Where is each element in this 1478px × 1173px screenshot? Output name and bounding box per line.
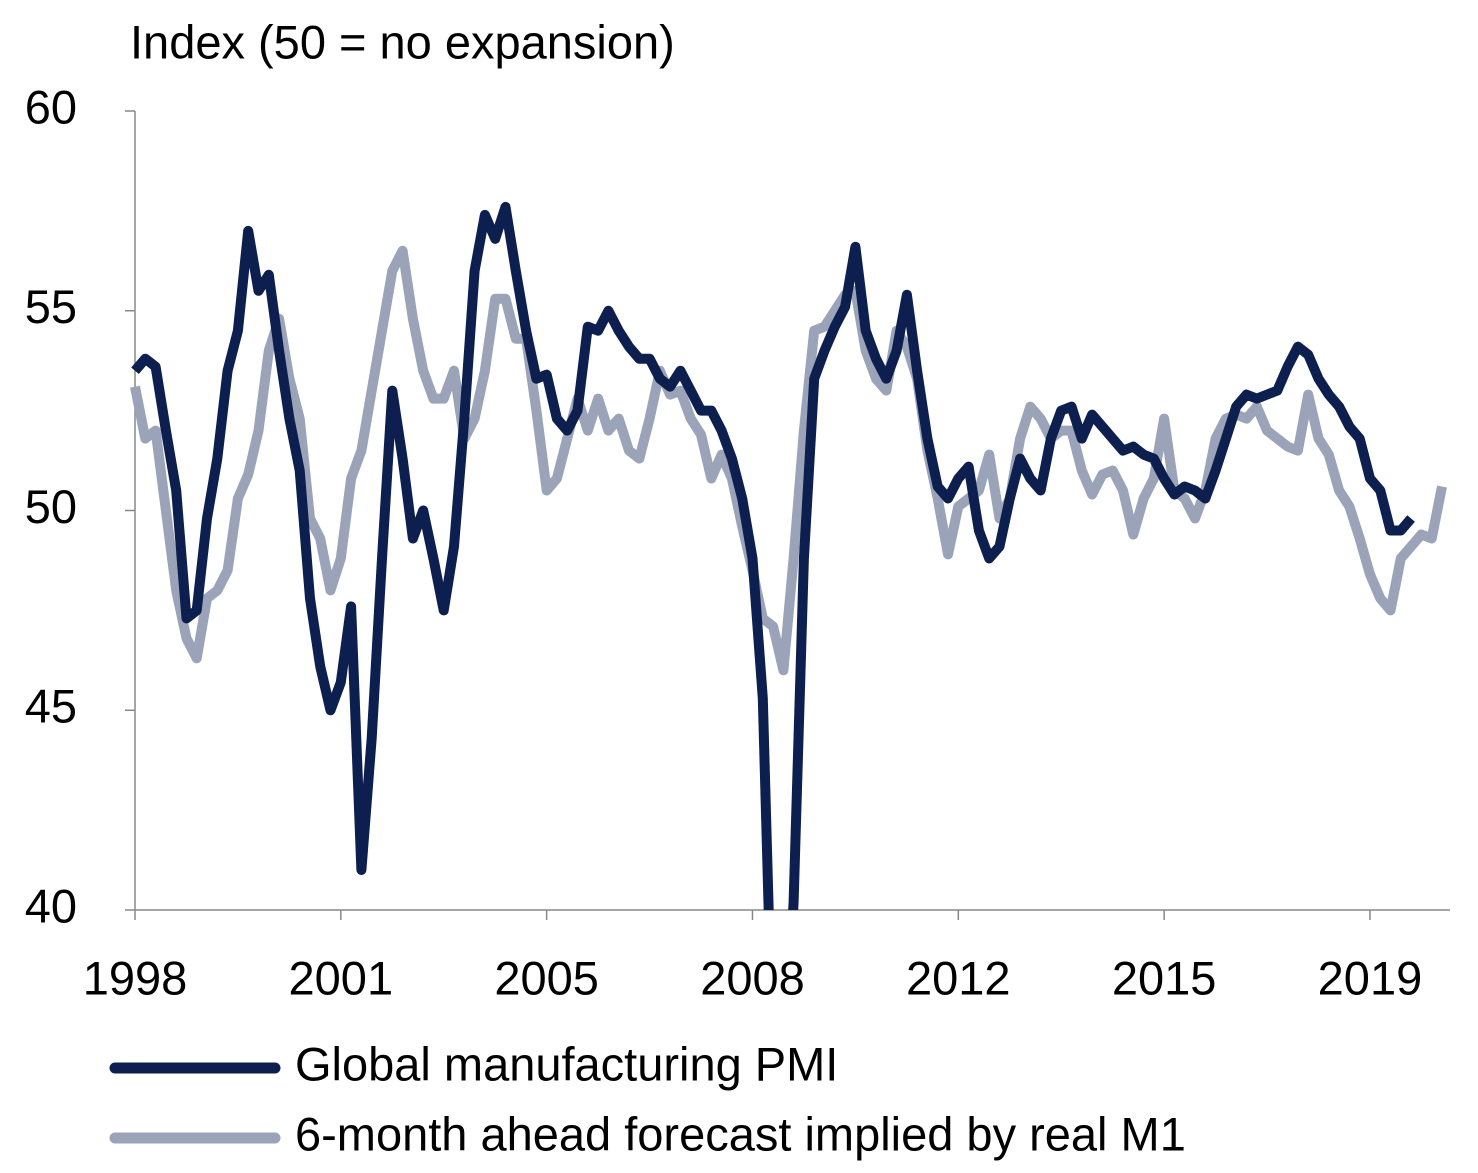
plot-area	[130, 201, 1447, 910]
y-tick-label: 45	[25, 680, 77, 733]
x-tick-label: 2015	[1112, 951, 1217, 1004]
y-tick-label: 50	[25, 480, 77, 533]
y-tick-label: 40	[25, 879, 77, 932]
chart-title: Index (50 = no expansion)	[130, 15, 675, 68]
x-tick-label: 2001	[289, 951, 394, 1004]
x-tick-label: 2012	[906, 951, 1011, 1004]
x-tick-label: 2008	[700, 951, 805, 1004]
legend-label: 6-month ahead forecast implied by real M…	[295, 1107, 1186, 1160]
legend-label: Global manufacturing PMI	[295, 1037, 838, 1090]
x-tick-label: 2019	[1318, 951, 1423, 1004]
x-tick-label: 1998	[83, 951, 188, 1004]
y-tick-label: 55	[25, 280, 77, 333]
x-tick-label: 2005	[494, 951, 599, 1004]
y-tick-label: 60	[25, 80, 77, 133]
series-line	[131, 201, 1415, 910]
series-line	[130, 245, 1447, 676]
